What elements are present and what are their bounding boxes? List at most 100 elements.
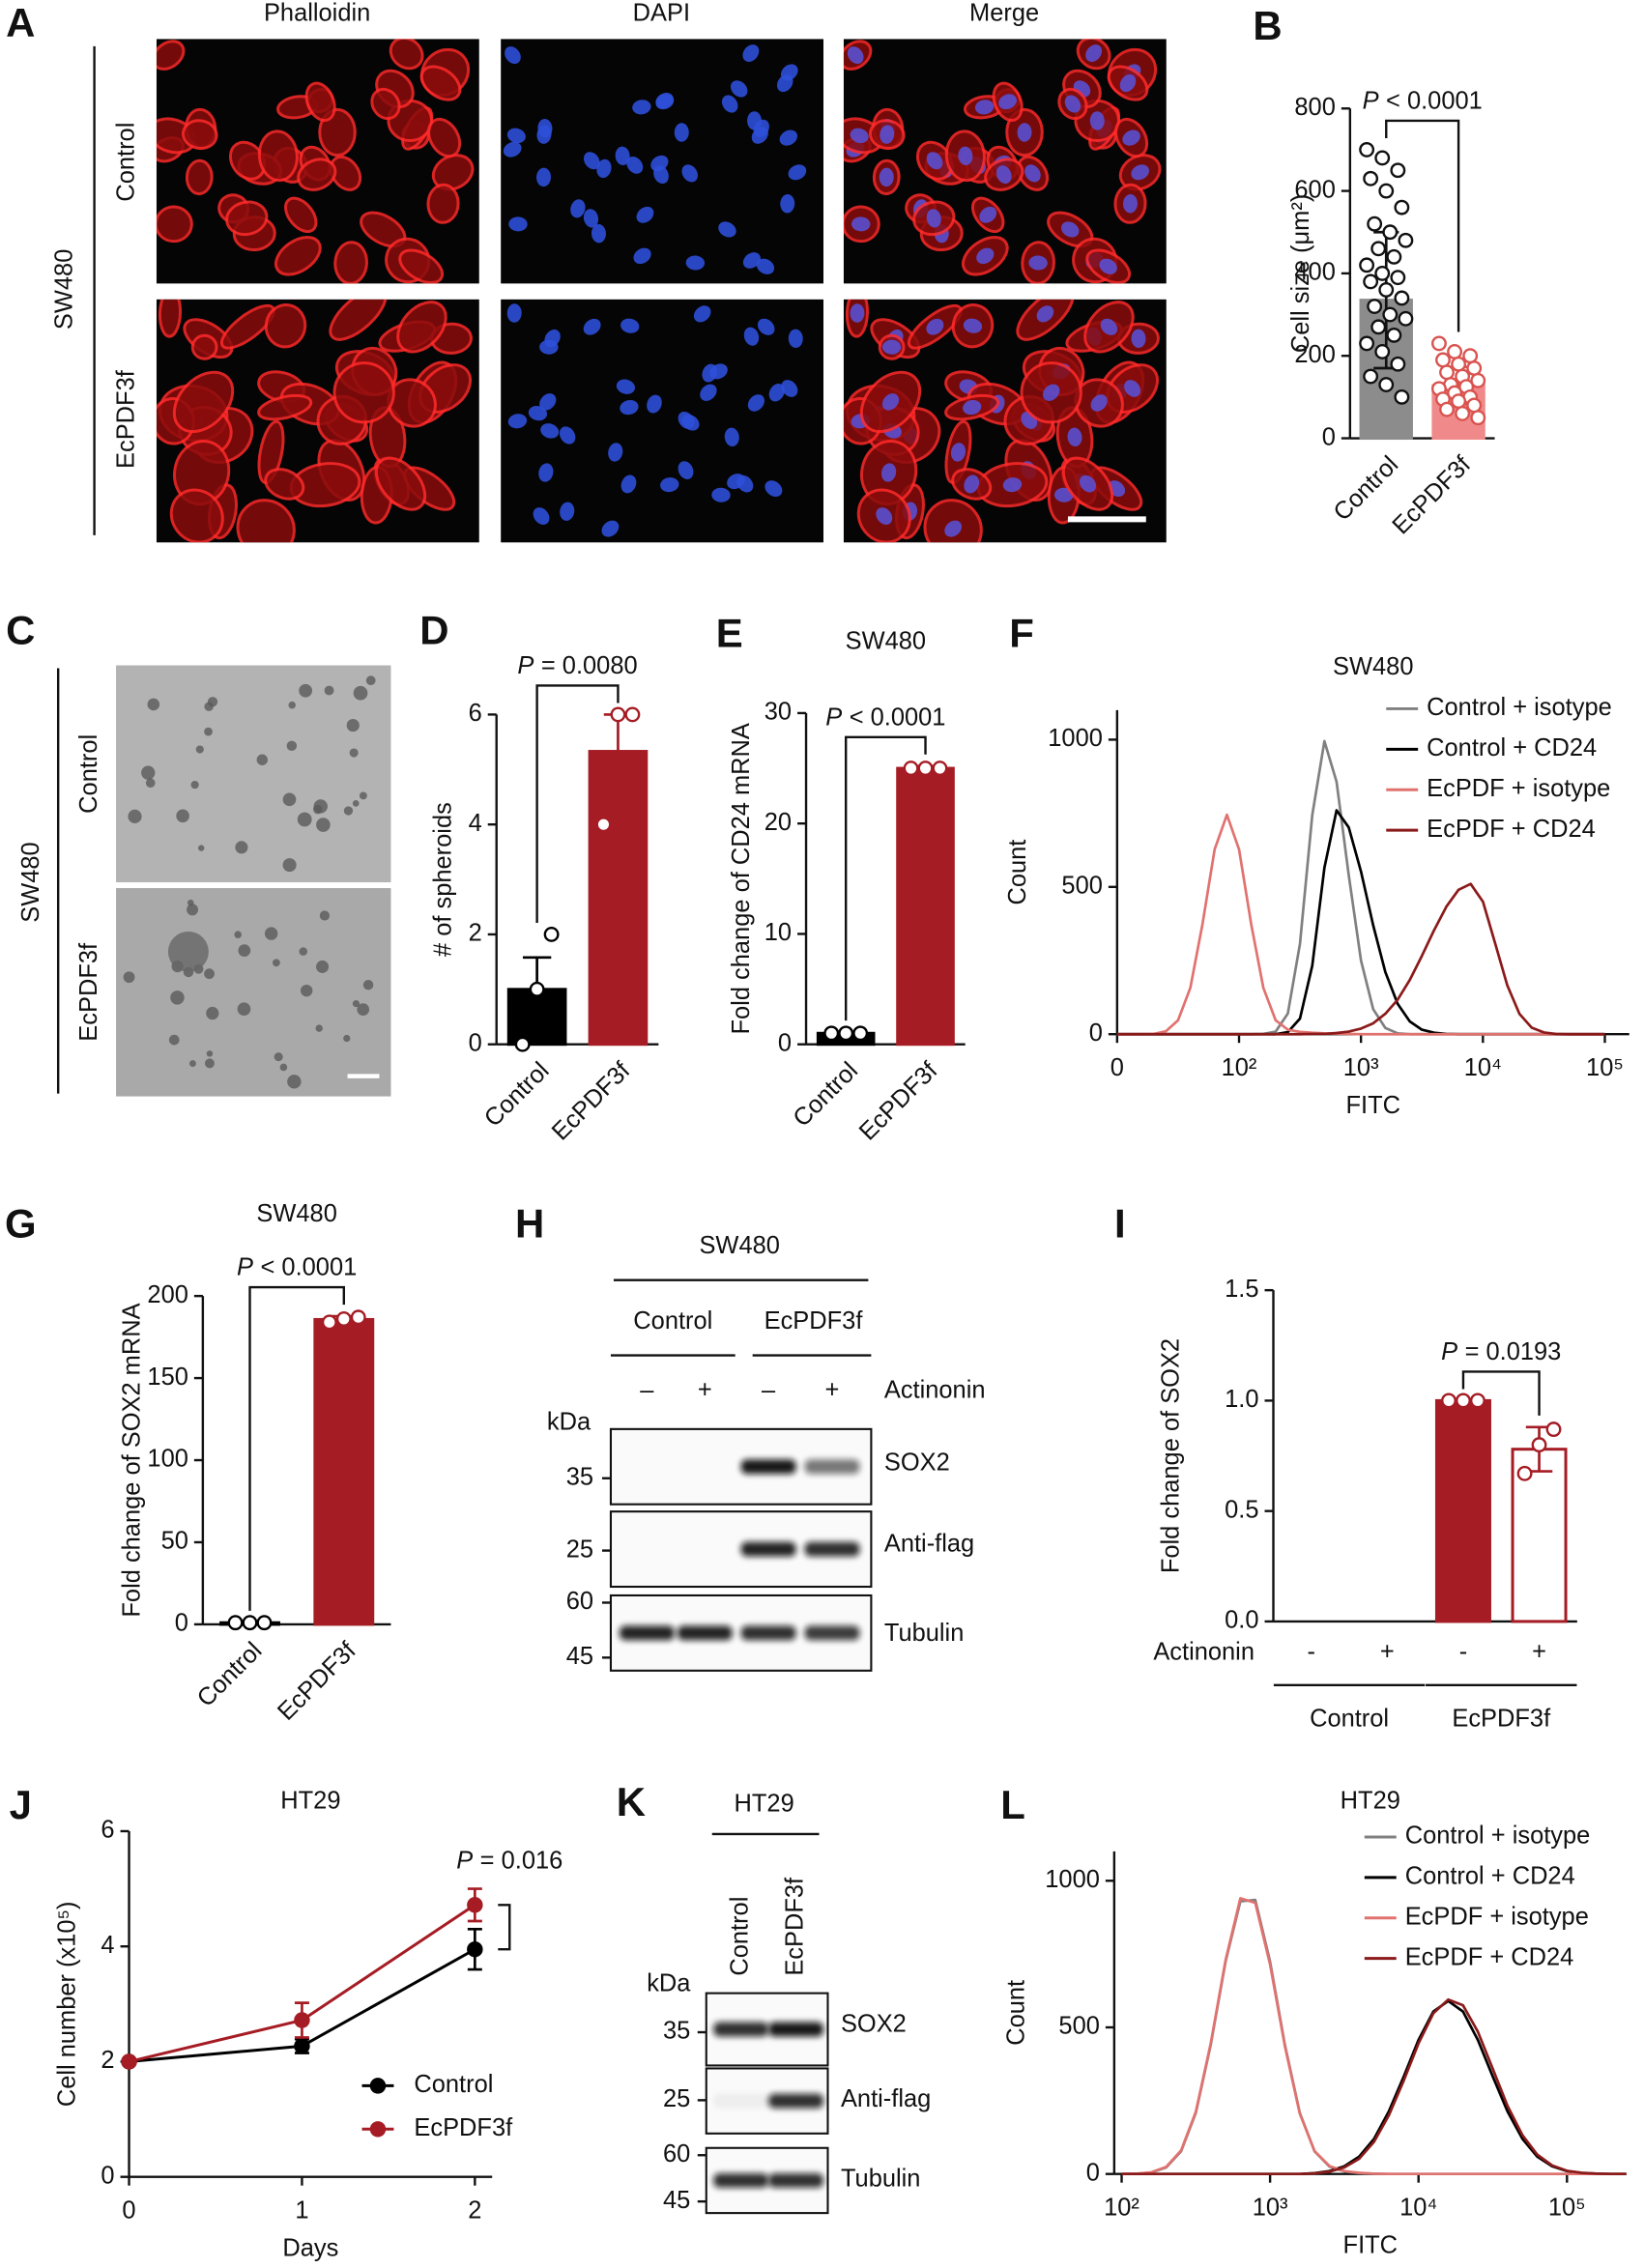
- data-point: [595, 817, 612, 833]
- panel-letter: G: [5, 1200, 37, 1246]
- blot: [609, 1427, 873, 1506]
- y-axis-label: Fold change of SOX2 mRNA: [119, 1303, 146, 1617]
- cell: [315, 960, 330, 973]
- cell: [190, 781, 199, 789]
- series-line: [1116, 813, 1605, 1036]
- cell-nucleus: [539, 393, 557, 411]
- legend-marker: [369, 2121, 387, 2138]
- cell-nucleus: [724, 427, 739, 446]
- column-header: DAPI: [633, 0, 690, 27]
- data-point: [514, 1036, 531, 1052]
- cell-nucleus: [950, 443, 966, 462]
- cell-nucleus: [533, 507, 550, 525]
- cell: [237, 1002, 251, 1017]
- data-point: [1363, 273, 1379, 290]
- cell-nucleus: [583, 318, 601, 335]
- cell-nucleus: [788, 164, 807, 181]
- cell-nucleus: [1017, 123, 1032, 142]
- cell-actin: [329, 299, 388, 341]
- cell-nucleus: [674, 123, 689, 142]
- cell: [313, 799, 328, 814]
- cell: [264, 927, 278, 940]
- cell-nucleus: [721, 95, 738, 113]
- marker-label: 45: [663, 2187, 690, 2214]
- y-tick-label: 500: [1058, 2013, 1099, 2040]
- cell-nucleus: [736, 474, 754, 493]
- data-point: [1439, 364, 1455, 381]
- row-label: Actinonin: [1153, 1639, 1255, 1666]
- data-point: [467, 1897, 483, 1913]
- kda-label: kDa: [547, 1409, 591, 1436]
- data-point: [932, 761, 948, 776]
- series-line: [1121, 1897, 1627, 2176]
- data-point: [1378, 282, 1395, 298]
- blot: [609, 1593, 873, 1672]
- cell-nucleus: [620, 318, 640, 333]
- cell-nucleus: [879, 167, 894, 187]
- panel-letter: F: [1009, 611, 1034, 656]
- cell: [206, 1050, 214, 1057]
- p-symbol: P: [1363, 87, 1379, 114]
- cell-actin: [374, 456, 427, 511]
- cell-actin: [333, 241, 368, 284]
- cell-nucleus: [880, 125, 895, 144]
- band: [677, 1625, 733, 1641]
- cell-nucleus: [539, 339, 559, 355]
- cell-nucleus: [776, 73, 793, 93]
- data-point: [1390, 356, 1406, 372]
- cell: [288, 701, 296, 709]
- cell-actin: [398, 248, 445, 284]
- data-point: [1390, 162, 1406, 179]
- cell: [235, 841, 248, 854]
- cell-nucleus: [1099, 258, 1117, 274]
- panel-letter: D: [419, 608, 448, 653]
- data-point: [1382, 306, 1399, 323]
- cell-actin: [257, 129, 299, 183]
- y-tick-label: 500: [1061, 873, 1102, 900]
- band-label: Anti-flag: [841, 2085, 931, 2112]
- cell-nucleus: [779, 129, 798, 146]
- cell-actin: [332, 361, 395, 424]
- cell-actin: [329, 155, 362, 191]
- cell: [319, 910, 331, 921]
- cell-nucleus: [1122, 194, 1138, 214]
- cell-nucleus: [756, 258, 775, 274]
- blot: [705, 1992, 829, 2067]
- x-tick-label: Control: [788, 1057, 863, 1133]
- y-tick-label: 10: [764, 919, 792, 946]
- y-axis-label: # of spheroids: [430, 802, 457, 957]
- cell-nucleus: [1085, 44, 1103, 62]
- cell-nucleus: [788, 329, 803, 349]
- cell: [187, 904, 199, 916]
- data-point: [1390, 270, 1406, 286]
- cell-nucleus: [1002, 477, 1023, 493]
- series-line: [1116, 882, 1605, 1036]
- band-label: SOX2: [841, 2010, 907, 2037]
- significance-bracket: [535, 684, 620, 923]
- cell-nucleus: [1089, 111, 1105, 130]
- band: [713, 2172, 769, 2188]
- cells: [506, 303, 803, 537]
- cell-actin: [264, 468, 305, 501]
- cell-nucleus: [718, 221, 736, 238]
- data-point: [1469, 1392, 1485, 1409]
- data-point: [294, 2038, 310, 2054]
- data-point: [227, 1615, 244, 1631]
- row-label: Control: [75, 734, 102, 814]
- marker-label: 60: [566, 1588, 593, 1615]
- cell-nucleus: [995, 165, 1012, 185]
- cell-actin: [370, 87, 401, 121]
- cell-nucleus: [1060, 221, 1080, 238]
- data-point: [1386, 327, 1402, 343]
- cell-actin: [156, 40, 186, 71]
- legend-marker: [369, 2078, 387, 2094]
- legend-label: Control + isotype: [1405, 1823, 1591, 1850]
- panel-letter: E: [716, 611, 743, 656]
- cell-actin: [304, 81, 336, 123]
- cell-actin: [427, 117, 462, 158]
- cell-nucleus: [626, 157, 644, 174]
- y-axis-label: Count: [1002, 1980, 1029, 2046]
- group-label: EcPDF3f: [764, 1307, 864, 1335]
- marker-label: 35: [663, 2018, 690, 2045]
